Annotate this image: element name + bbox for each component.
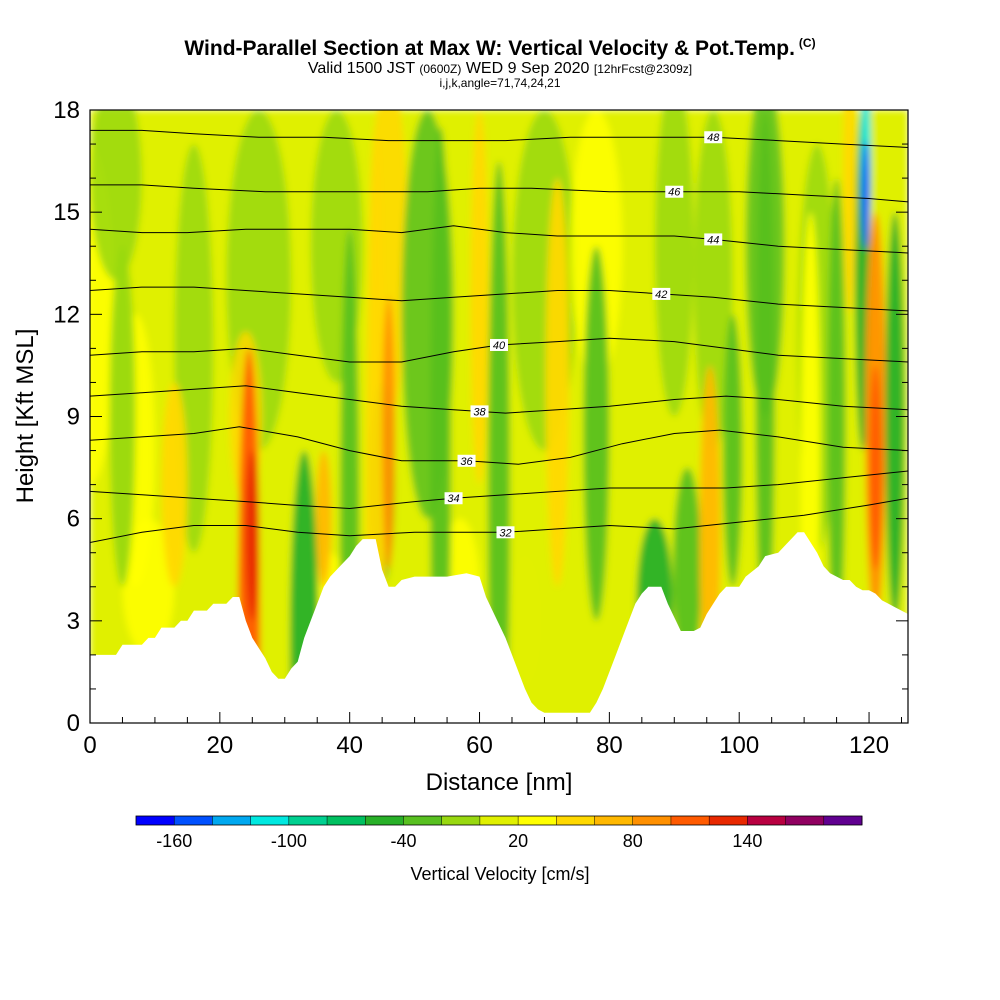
colorbar-swatch	[709, 816, 748, 825]
utc-time: (0600Z)	[419, 62, 462, 76]
forecast-info: [12hrFcst@2309z]	[593, 62, 693, 76]
x-tick-label: 20	[206, 732, 233, 759]
colorbar-label: Vertical Velocity [cm/s]	[410, 864, 589, 884]
colorbar-tick-label: -40	[390, 831, 416, 851]
chart-title: Wind-Parallel Section at Max W: Vertical…	[0, 36, 1000, 61]
isentrope-label: 44	[707, 234, 719, 246]
colorbar-tick-label: -160	[156, 831, 192, 851]
isentrope-label-bg	[470, 405, 489, 418]
valid-time: Valid 1500 JST	[307, 60, 415, 77]
isentrope-label: 36	[460, 456, 473, 468]
y-axis-label: Height [Kft MSL]	[12, 329, 39, 504]
colorbar-swatch	[518, 816, 557, 825]
isentrope-36	[90, 426, 908, 465]
colorbar-swatch	[365, 816, 404, 825]
isentrope-label-bg	[457, 454, 476, 467]
isentrope-34	[90, 470, 908, 510]
colorbar-tick-label: 20	[508, 831, 528, 851]
colorbar-tick-label: -100	[271, 831, 307, 851]
isentrope-44	[90, 225, 908, 254]
colorbar-swatch	[747, 816, 787, 825]
y-tick-label: 9	[67, 404, 80, 431]
isentrope-46	[90, 184, 908, 203]
colorbar-swatch	[632, 816, 672, 825]
isentrope-label-bg	[704, 131, 723, 144]
x-tick-label: 0	[83, 732, 96, 759]
x-tick-label: 100	[719, 732, 759, 759]
colorbar-swatch	[288, 816, 328, 825]
isentrope-label-bg	[496, 526, 515, 539]
isentrope-label: 46	[668, 187, 681, 199]
y-tick-label: 6	[67, 506, 80, 533]
isentrope-label: 32	[499, 527, 511, 539]
colorbar-tick-label: 80	[623, 831, 643, 851]
colorbar-swatch	[479, 816, 519, 825]
y-tick-label: 0	[67, 710, 80, 737]
isentrope-label-bg	[704, 233, 723, 246]
x-axis-label: Distance [nm]	[426, 769, 573, 796]
colorbar: -160 -100 -40 20 80 140	[135, 815, 863, 851]
y-tick-label: 3	[67, 608, 80, 635]
colorbar-swatch	[785, 816, 825, 825]
colorbar-tick-label: 140	[732, 831, 762, 851]
colorbar-swatch	[670, 816, 710, 825]
x-tick-label: 120	[849, 732, 889, 759]
isentrope-label: 34	[447, 493, 459, 505]
valid-date: WED 9 Sep 2020	[465, 60, 590, 77]
isentrope-contours: 32 34 36 38 40 42 44 46 48	[90, 129, 908, 543]
isentrope-label: 40	[493, 340, 506, 352]
grid-indices: i,j,k,angle=71,74,24,21	[439, 76, 561, 90]
chart-title-text: Wind-Parallel Section at Max W: Vertical…	[184, 37, 795, 60]
x-tick-label: 40	[336, 732, 363, 759]
isentrope-label: 42	[655, 289, 667, 301]
chart-subtitle: Valid 1500 JST (0600Z) WED 9 Sep 2020 [1…	[0, 60, 1000, 78]
colorbar-swatch	[212, 816, 252, 825]
x-axis: 0 20 40 60 80 100 120	[83, 712, 903, 759]
isentrope-48	[90, 129, 908, 148]
colorbar-swatch	[327, 816, 366, 825]
copyright-mark: (C)	[798, 36, 816, 50]
isentrope-32	[90, 497, 908, 543]
colorbar-swatch	[823, 816, 863, 825]
velocity-field	[90, 110, 908, 723]
colorbar-swatch	[250, 816, 290, 825]
colorbar-swatch	[403, 816, 443, 825]
isentrope-label-bg	[665, 185, 684, 198]
terrain-mask	[90, 532, 908, 723]
isentrope-label-bg	[652, 287, 671, 300]
isentrope-label-bg	[444, 492, 463, 505]
colorbar-frame	[135, 815, 863, 826]
colorbar-swatch	[174, 816, 213, 825]
isentrope-label-bg	[490, 338, 508, 351]
isentrope-42	[90, 286, 908, 312]
isentrope-label: 38	[473, 406, 486, 418]
y-tick-label: 12	[53, 301, 80, 328]
y-tick-label: 15	[53, 199, 80, 226]
x-tick-label: 80	[596, 732, 623, 759]
isentrope-label: 48	[707, 132, 720, 144]
x-tick-label: 60	[466, 732, 493, 759]
colorbar-swatch	[136, 816, 175, 825]
colorbar-swatch	[441, 816, 481, 825]
colorbar-swatch	[594, 816, 634, 825]
colorbar-swatch	[556, 816, 596, 825]
y-tick-label: 18	[53, 97, 80, 124]
isentrope-40	[90, 337, 908, 363]
